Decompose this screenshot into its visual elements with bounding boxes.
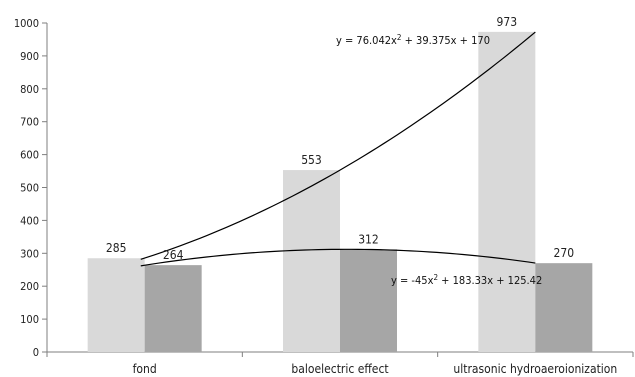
y-tick-label: 500 [20,182,39,195]
y-tick-label: 800 [20,83,39,96]
data-label: 270 [554,246,575,260]
bar [478,31,536,353]
trendline-equation: y = -45x2 + 183.33x + 125.42 [391,273,542,287]
data-label: 264 [163,248,184,262]
y-tick-label: 100 [20,313,39,326]
data-label: 312 [358,232,379,246]
bar [283,170,340,352]
y-tick-label: 400 [20,214,39,227]
y-tick-label: 1000 [14,17,39,30]
y-tick-label: 600 [20,149,39,162]
data-label: 285 [106,241,127,255]
equation-exponent: 2 [397,33,402,42]
x-category-label: ultrasonic hydroaeroionization [453,362,617,376]
equation-part: y = 76.042x [336,34,397,47]
labels: 0 100 200 300 400 500 600 700 800 900 1000 fond balo… [14,15,617,376]
y-tick-label: 700 [20,116,39,129]
trendline [140,31,536,260]
y-tick-label: 300 [20,247,39,260]
bar [87,258,145,352]
trendline [140,248,536,267]
bar [535,263,593,352]
trendlines [140,31,536,267]
data-label: 973 [497,15,518,29]
equation-part: y = -45x [391,274,434,287]
x-category-label: fond [133,362,157,376]
y-tick-label: 0 [33,346,39,359]
equation-exponent: 2 [433,273,438,282]
equation-part: + 39.375x + 170 [401,34,490,47]
y-tick-label: 200 [20,280,39,293]
bars [87,31,593,353]
bar [340,249,397,352]
equation-part: + 183.33x + 125.42 [438,274,542,287]
trendline-equation: y = 76.042x2 + 39.375x + 170 [336,33,490,47]
x-category-label: baloelectric effect [291,362,388,376]
y-tick-label: 900 [20,50,39,63]
bar [144,265,202,352]
data-label: 553 [301,153,322,167]
